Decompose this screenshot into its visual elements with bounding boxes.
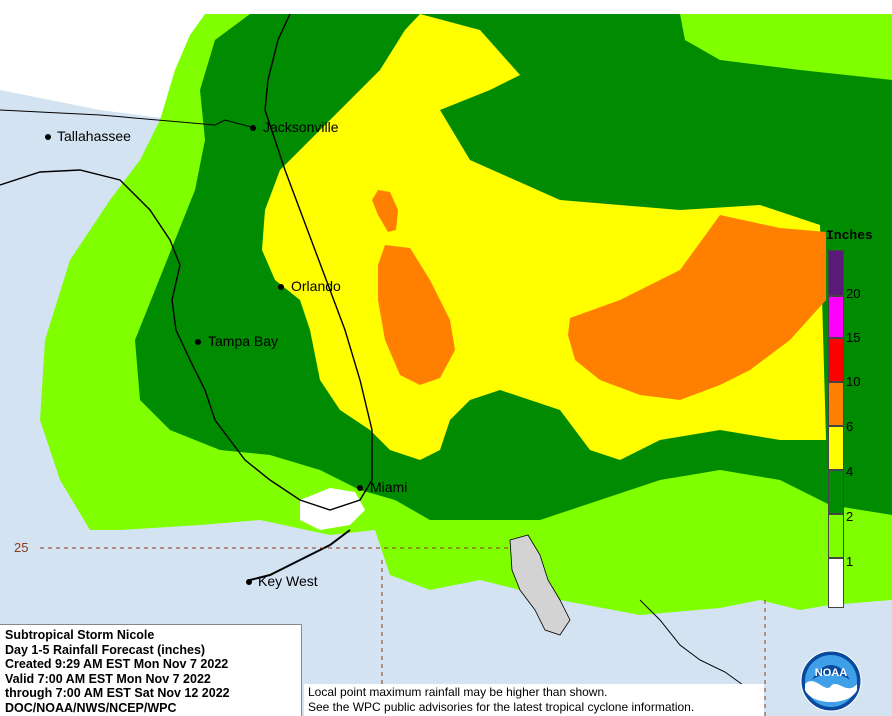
noaa-logo-text: NOAA [815, 667, 847, 679]
legend-swatch-red [828, 338, 844, 382]
city-label-miami: Miami [370, 479, 408, 495]
state-border [0, 109, 256, 129]
legend-swatch-orange [828, 382, 844, 426]
disclaimer-line-1: Local point maximum rainfall may be high… [308, 685, 608, 699]
legend-tick-15: 15 [846, 330, 861, 345]
bahamas-island [509, 534, 571, 636]
legend-tick-20: 20 [846, 286, 861, 301]
legend-tick-4: 4 [846, 464, 854, 479]
legend-swatch-yellow [828, 426, 844, 470]
legend-tick-6: 6 [846, 419, 854, 434]
legend-tick-10: 10 [846, 374, 861, 389]
legend-tick-2: 2 [846, 509, 854, 524]
legend-swatch-dark-green [828, 470, 844, 514]
agency-credit: DOC/NOAA/NWS/NCEP/WPC [5, 700, 177, 715]
city-dot-key-west [246, 579, 252, 585]
city-label-jacksonville: Jacksonville [263, 119, 339, 135]
valid-end: through 7:00 AM EST Sat Nov 12 2022 [5, 686, 230, 701]
city-dot-tallahassee [45, 134, 51, 140]
legend-swatch-purple [828, 250, 844, 296]
disclaimer-note: Local point maximum rainfall may be high… [304, 684, 764, 716]
legend-swatch-magenta [828, 296, 844, 338]
city-dot-jacksonville [250, 125, 256, 131]
city-dot-miami [357, 485, 363, 491]
city-dot-tampa-bay [195, 339, 201, 345]
rainfall-legend: Inches 20 15 10 6 4 2 1 [826, 228, 892, 612]
noaa-logo-icon: NOAA [800, 650, 862, 712]
legend-swatch-light-green [828, 514, 844, 558]
rain-zone-1to2-in-ne [680, 14, 892, 80]
city-dot-orlando [278, 284, 284, 290]
valid-start: Valid 7:00 AM EST Mon Nov 7 2022 [5, 671, 211, 686]
city-label-tampa-bay: Tampa Bay [208, 333, 279, 349]
legend-tick-1: 1 [846, 554, 854, 569]
created-time: Created 9:29 AM EST Mon Nov 7 2022 [5, 657, 229, 672]
forecast-title: Day 1-5 Rainfall Forecast (inches) [5, 642, 206, 657]
forecast-info-box: Subtropical Storm Nicole Day 1-5 Rainfal… [0, 624, 302, 716]
rain-zone-6to10-in-small [372, 190, 398, 232]
city-label-key-west: Key West [258, 573, 318, 589]
florida-coastline [0, 13, 373, 511]
legend-title: Inches [826, 228, 873, 243]
legend-swatch-white [828, 558, 844, 608]
florida-keys [249, 529, 351, 581]
cuba-coast [639, 599, 751, 691]
city-label-orlando: Orlando [291, 278, 341, 294]
city-label-tallahassee: Tallahassee [57, 128, 131, 144]
disclaimer-line-2: See the WPC public advisories for the la… [308, 699, 695, 714]
storm-name: Subtropical Storm Nicole [5, 628, 155, 642]
rain-zone-6to10-in-central [378, 245, 455, 385]
latitude-label: 25 [14, 540, 29, 555]
rain-zone-6to10-in-east [568, 215, 826, 400]
